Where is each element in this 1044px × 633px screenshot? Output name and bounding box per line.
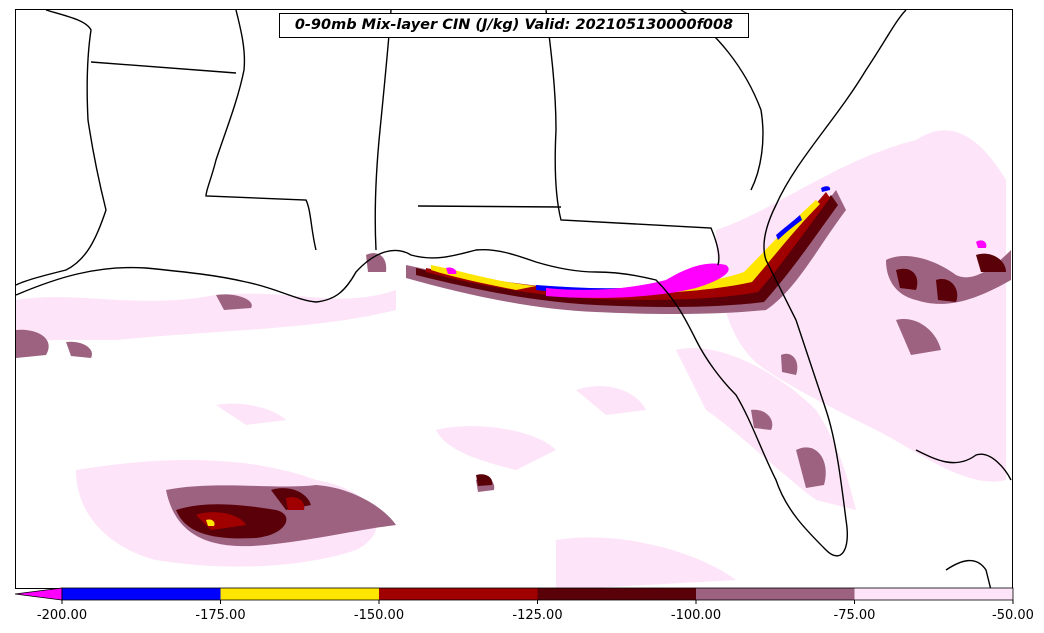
cin-field-magenta	[446, 240, 987, 298]
colorbar-tick-label: -150.00	[354, 608, 404, 623]
cin-field-light	[16, 130, 1006, 588]
map-svg	[16, 10, 1012, 588]
colorbar-tick-label: -125.00	[512, 608, 562, 623]
cin-field-yellow	[206, 200, 820, 526]
colorbar-tick-label: -75.00	[834, 608, 876, 623]
colorbar-bin	[379, 588, 538, 600]
map-plot-area	[15, 9, 1013, 589]
colorbar-tick-label: -50.00	[992, 608, 1034, 623]
colorbar-tick-label: -200.00	[37, 608, 87, 623]
colorbar-bin	[696, 588, 855, 600]
colorbar-bin	[62, 588, 221, 600]
colorbar-extend-triangle	[14, 587, 63, 601]
coastline-and-borders	[16, 10, 1012, 588]
colorbar-bins	[14, 587, 1014, 601]
colorbar-tick-label: -100.00	[671, 608, 721, 623]
colorbar: -200.00 -175.00 -150.00 -125.00 -100.00 -75.0…	[14, 587, 1034, 623]
colorbar-bin	[854, 588, 1013, 600]
colorbar-tick-label: -175.00	[195, 608, 245, 623]
colorbar-bin	[220, 588, 379, 600]
colorbar-ticks: -200.00 -175.00 -150.00 -125.00 -100.00 -75.0…	[37, 600, 1034, 623]
map-title: 0-90mb Mix-layer CIN (J/kg) Valid: 20210…	[279, 13, 749, 38]
colorbar-bin	[537, 588, 696, 600]
